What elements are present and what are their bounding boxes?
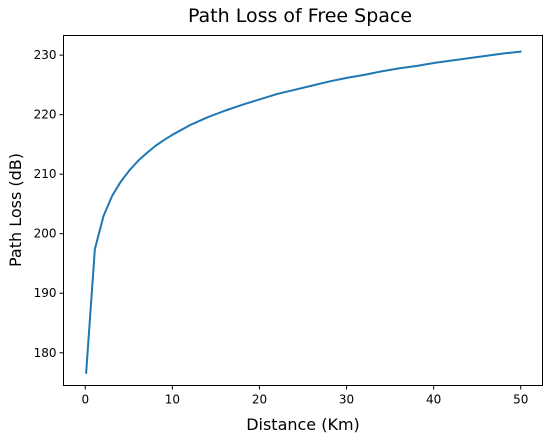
series-line bbox=[85, 50, 522, 374]
plot-area: 0 10 20 30 40 50 180 190 200 210 220 230 bbox=[34, 35, 543, 407]
x-tick-label: 50 bbox=[513, 393, 528, 407]
y-axis-label: Path Loss (dB) bbox=[6, 153, 25, 267]
x-tick-label: 30 bbox=[339, 393, 354, 407]
x-tick-label: 0 bbox=[81, 393, 89, 407]
x-axis-label: Distance (Km) bbox=[246, 415, 360, 434]
y-axis-ticks: 180 190 200 210 220 230 bbox=[34, 48, 64, 360]
y-tick-label: 180 bbox=[34, 346, 57, 360]
chart-title: Path Loss of Free Space bbox=[188, 5, 412, 27]
y-tick-label: 210 bbox=[34, 167, 57, 181]
x-tick-label: 10 bbox=[165, 393, 180, 407]
x-tick-label: 40 bbox=[426, 393, 441, 407]
y-tick-label: 190 bbox=[34, 286, 57, 300]
y-tick-label: 200 bbox=[34, 227, 57, 241]
x-tick-label: 20 bbox=[252, 393, 267, 407]
x-axis-ticks: 0 10 20 30 40 50 bbox=[81, 385, 528, 407]
plot-frame bbox=[63, 35, 543, 386]
y-tick-label: 220 bbox=[34, 108, 57, 122]
series-layer bbox=[85, 50, 522, 374]
y-tick-label: 230 bbox=[34, 48, 57, 62]
